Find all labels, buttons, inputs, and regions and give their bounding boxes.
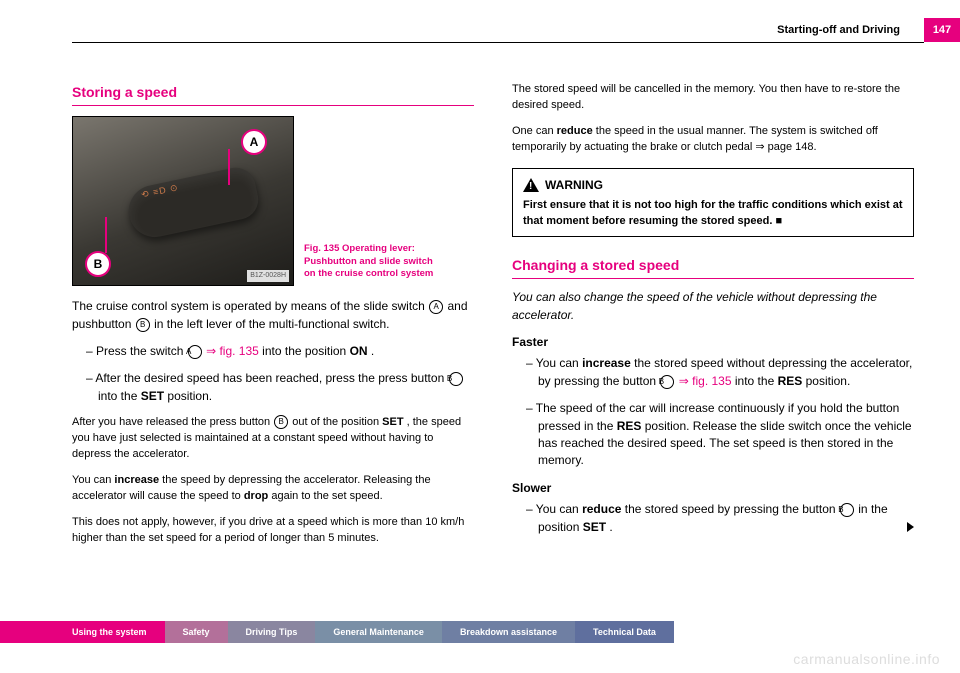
left-column: Storing a speed ⟲ ≡D ⊙ A B B1Z-0028H Fig…	[72, 82, 474, 603]
para-exception: This does not apply, however, if you dri…	[72, 515, 474, 547]
fig-ref: ⇒ fig. 135	[679, 374, 732, 388]
ref-a-icon: A	[429, 300, 443, 314]
t: .	[371, 344, 374, 358]
callout-label-a: A	[241, 129, 267, 155]
t: into the	[98, 389, 141, 403]
header-rule	[72, 42, 924, 43]
slower-list: – You can reduce the stored speed by pre…	[512, 501, 914, 536]
lever-stalk-shape	[124, 164, 262, 242]
t: – Press the switch	[86, 344, 187, 358]
footer-tabs: Using the system Safety Driving Tips Gen…	[0, 621, 674, 643]
t: You can	[72, 474, 114, 486]
t: ON	[350, 344, 368, 358]
lead-italic: You can also change the speed of the veh…	[512, 289, 914, 324]
warning-title: WARNING	[545, 177, 603, 194]
step-1: – Press the switch A ⇒ fig. 135 into the…	[86, 343, 474, 360]
ref-b-icon: B	[449, 372, 463, 386]
t: – After the desired speed has been reach…	[86, 371, 448, 385]
subhead-faster: Faster	[512, 334, 914, 351]
para-increase: You can increase the speed by depressing…	[72, 473, 474, 505]
figure-row: ⟲ ≡D ⊙ A B B1Z-0028H Fig. 135 Operating …	[72, 116, 474, 286]
para-after-release: After you have released the press button…	[72, 415, 474, 463]
faster-step-1: – You can increase the stored speed with…	[526, 355, 914, 390]
warning-triangle-icon	[523, 178, 539, 192]
content-area: Storing a speed ⟲ ≡D ⊙ A B B1Z-0028H Fig…	[72, 82, 914, 603]
ref-b-icon: B	[660, 375, 674, 389]
faster-step-2: – The speed of the car will increase con…	[526, 400, 914, 470]
subhead-slower: Slower	[512, 480, 914, 497]
t: – You can	[526, 356, 582, 370]
section-title-storing: Storing a speed	[72, 82, 474, 106]
figure-caption: Fig. 135 Operating lever: Pushbutton and…	[304, 243, 444, 286]
para-intro: The cruise control system is operated by…	[72, 298, 474, 333]
t: reduce	[582, 502, 621, 516]
footer-tab-maintenance: General Maintenance	[315, 621, 442, 643]
section-title-changing: Changing a stored speed	[512, 255, 914, 279]
header-section-title: Starting-off and Driving	[777, 24, 900, 36]
warning-end-square: ■	[775, 215, 782, 227]
t: position.	[167, 389, 212, 403]
slower-step-1: – You can reduce the stored speed by pre…	[526, 501, 914, 536]
ref-b-icon: B	[274, 415, 288, 429]
t: – You can	[526, 502, 582, 516]
warning-body: First ensure that it is not too high for…	[523, 198, 903, 230]
right-column: The stored speed will be cancelled in th…	[512, 82, 914, 603]
callout-line-b	[105, 217, 107, 253]
ref-b-icon: B	[840, 503, 854, 517]
t: position.	[806, 374, 851, 388]
t: SET	[382, 416, 403, 428]
t: SET	[583, 520, 606, 534]
t: After you have released the press button	[72, 416, 273, 428]
figure-code: B1Z-0028H	[247, 270, 289, 282]
t: The cruise control system is operated by…	[72, 299, 428, 313]
warning-box: WARNING First ensure that it is not too …	[512, 168, 914, 237]
t: the stored speed by pressing the button	[625, 502, 839, 516]
footer-tab-safety: Safety	[165, 621, 228, 643]
footer-tab-using: Using the system	[0, 621, 165, 643]
t: out of the position	[292, 416, 382, 428]
t: RES	[617, 419, 642, 433]
step-2: – After the desired speed has been reach…	[86, 370, 474, 405]
para-reduce: One can reduce the speed in the usual ma…	[512, 124, 914, 156]
t: reduce	[557, 125, 593, 137]
t: One can	[512, 125, 557, 137]
callout-label-b: B	[85, 251, 111, 277]
page-number-tab: 147	[924, 18, 960, 42]
t: in the left lever of the multi-functiona…	[154, 317, 389, 331]
t: RES	[778, 374, 803, 388]
step-list: – Press the switch A ⇒ fig. 135 into the…	[72, 343, 474, 405]
t: again to the set speed.	[271, 490, 382, 502]
t: into the	[735, 374, 778, 388]
t: drop	[244, 490, 268, 502]
continue-arrow-icon	[907, 522, 914, 532]
t: increase	[114, 474, 159, 486]
ref-a-icon: A	[188, 345, 202, 359]
para-cancel: The stored speed will be cancelled in th…	[512, 82, 914, 114]
watermark-text: carmanualsonline.info	[793, 651, 940, 667]
figure-cruise-lever: ⟲ ≡D ⊙ A B B1Z-0028H	[72, 116, 294, 286]
faster-list: – You can increase the stored speed with…	[512, 355, 914, 469]
callout-line-a	[228, 149, 230, 185]
t: First ensure that it is not too high for…	[523, 199, 903, 227]
ref-b-icon: B	[136, 318, 150, 332]
footer-tab-driving: Driving Tips	[228, 621, 316, 643]
t: SET	[141, 389, 164, 403]
fig-ref: ⇒ fig. 135	[206, 344, 259, 358]
footer-tab-breakdown: Breakdown assistance	[442, 621, 575, 643]
t: increase	[582, 356, 631, 370]
warning-heading: WARNING	[523, 177, 903, 194]
footer-tab-technical: Technical Data	[575, 621, 674, 643]
t: .	[609, 520, 612, 534]
t: into the position	[262, 344, 349, 358]
